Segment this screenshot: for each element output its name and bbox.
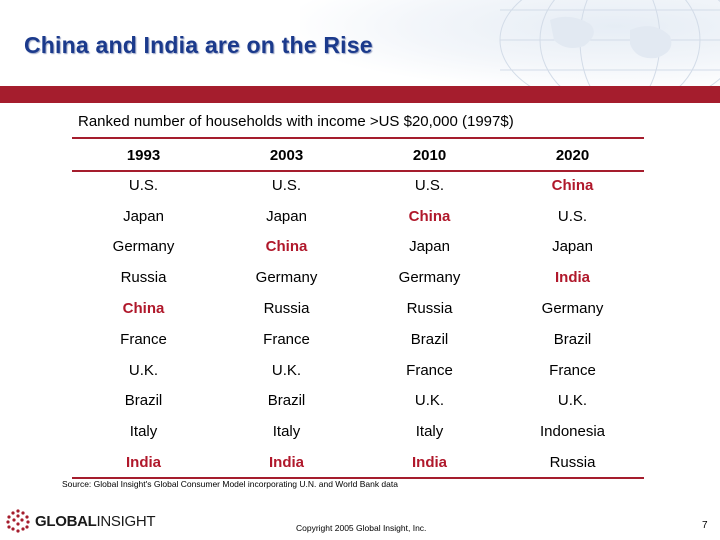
ranking-table: 1993 2003 2010 2020 U.S. U.S. U.S. China Japan J…: [72, 140, 644, 478]
copyright-text: Copyright 2005 Global Insight, Inc.: [296, 523, 427, 533]
table-cell: Brazil: [124, 392, 163, 410]
table-cell: Germany: [112, 238, 175, 256]
table-cell: France: [263, 330, 310, 348]
table-cell: U.K.: [557, 392, 588, 410]
column-header: 2020: [555, 146, 590, 164]
table-cell: U.K.: [414, 392, 445, 410]
table-cell: Russia: [263, 300, 310, 318]
table-cell: Russia: [549, 454, 596, 472]
table-cell: Brazil: [553, 330, 592, 348]
table-cell: India: [411, 454, 447, 472]
column-header: 2010: [412, 146, 447, 164]
column-header: 2003: [269, 146, 304, 164]
table-cell: Indonesia: [539, 423, 606, 441]
table-cell: U.S.: [557, 207, 588, 225]
table-cell: Japan: [552, 238, 593, 256]
page-number: 7: [702, 520, 708, 531]
table-cell: Russia: [406, 300, 453, 318]
table-row: Brazil Brazil U.K. U.K.: [72, 386, 644, 417]
table-cell: India: [554, 269, 590, 287]
table-cell: U.S.: [128, 176, 159, 194]
header-bottom-rule: [72, 170, 644, 172]
table-cell: Italy: [415, 423, 444, 441]
table-row: Russia Germany Germany India: [72, 262, 644, 293]
table-cell: U.K.: [128, 361, 159, 379]
company-logo: GLOBALINSIGHT: [5, 508, 156, 534]
slide-title: China and India are on the Rise: [24, 32, 373, 58]
table-cell: Italy: [129, 423, 158, 441]
table-cell: Japan: [409, 238, 450, 256]
logo-globe-icon: [6, 509, 30, 533]
table-top-rule: [72, 137, 644, 139]
table-cell: India: [268, 454, 304, 472]
table-cell: China: [408, 207, 451, 225]
table-cell: Japan: [266, 207, 307, 225]
column-header: 1993: [126, 146, 161, 164]
table-cell: Italy: [272, 423, 301, 441]
table-caption: Ranked number of households with income …: [78, 113, 514, 130]
table-cell: China: [551, 176, 594, 194]
table-cell: China: [265, 238, 308, 256]
table-cell: Brazil: [410, 330, 449, 348]
logo-wordmark: GLOBALINSIGHT: [35, 512, 156, 530]
logo-light-text: INSIGHT: [96, 512, 156, 530]
table-cell: U.S.: [271, 176, 302, 194]
logo-bold-text: GLOBAL: [35, 512, 97, 530]
table-cell: Russia: [120, 269, 167, 287]
table-cell: Japan: [123, 207, 164, 225]
table-cell: China: [122, 300, 165, 318]
table-cell: Germany: [541, 300, 604, 318]
table-row: Japan Japan China U.S.: [72, 201, 644, 232]
table-cell: Germany: [255, 269, 318, 287]
table-row: Italy Italy Italy Indonesia: [72, 416, 644, 447]
table-row: Germany China Japan Japan: [72, 232, 644, 263]
title-accent-bar: [0, 86, 720, 103]
table-cell: Brazil: [267, 392, 306, 410]
table-row: U.S. U.S. U.S. China: [72, 170, 644, 201]
table-cell: France: [406, 361, 453, 379]
table-cell: U.S.: [414, 176, 445, 194]
table-cell: Germany: [398, 269, 461, 287]
table-cell: France: [120, 330, 167, 348]
table-row: China Russia Russia Germany: [72, 293, 644, 324]
globe-grid-icon: [499, 0, 720, 88]
table-cell: India: [125, 454, 161, 472]
table-row: India India India Russia: [72, 447, 644, 478]
source-note: Source: Global Insight's Global Consumer…: [62, 479, 398, 489]
table-cell: U.K.: [271, 361, 302, 379]
table-header-row: 1993 2003 2010 2020: [72, 140, 644, 170]
table-bottom-rule: [72, 477, 644, 479]
table-row: U.K. U.K. France France: [72, 355, 644, 386]
globe-background: [300, 0, 720, 88]
table-cell: France: [549, 361, 596, 379]
table-row: France France Brazil Brazil: [72, 324, 644, 355]
